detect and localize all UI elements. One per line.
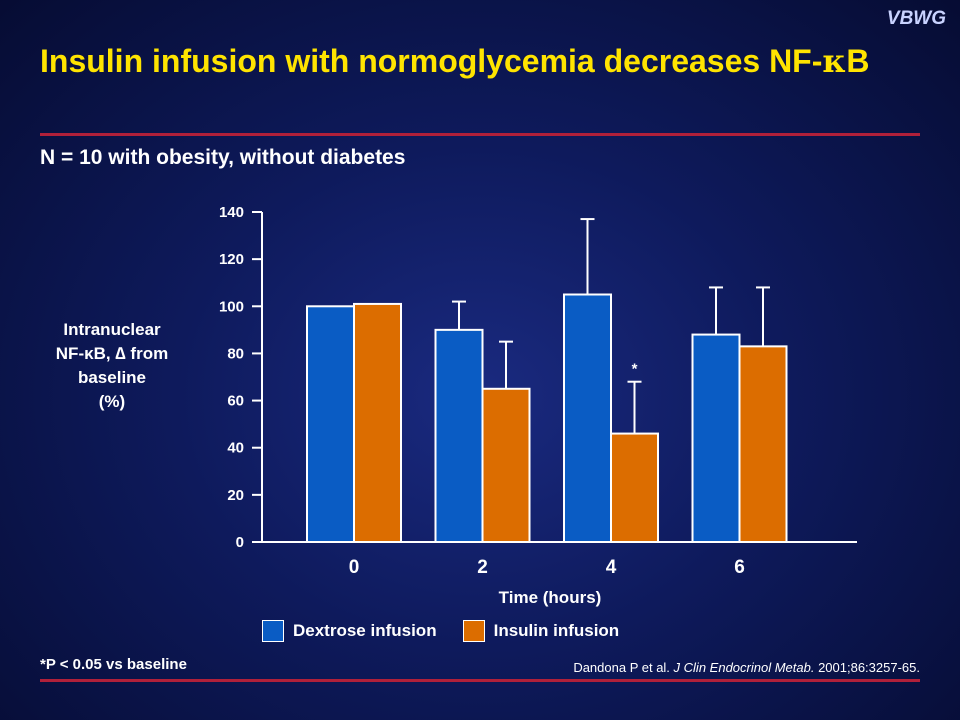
y-tick-label: 120: [219, 251, 244, 268]
x-tick-label: 2: [477, 557, 488, 578]
x-axis-label: Time (hours): [498, 588, 602, 607]
bar: [691, 333, 741, 544]
y-tick-label: 20: [227, 487, 244, 504]
y-axis-label-line: (%): [98, 392, 126, 411]
legend-label-dextrose: Dextrose infusion: [293, 621, 437, 640]
legend-swatch-dextrose: [262, 620, 284, 642]
subtitle: N = 10 with obesity, without diabetes: [40, 146, 406, 169]
y-tick-label: 0: [236, 534, 244, 551]
bar: [563, 293, 612, 543]
x-tick-label: 0: [349, 557, 360, 578]
slide-title: Insulin infusion with normoglycemia decr…: [40, 40, 920, 82]
title-kappa: κ: [822, 42, 847, 80]
legend: Dextrose infusion Insulin infusion: [262, 620, 645, 642]
bar: [610, 432, 659, 544]
bar: [353, 302, 402, 543]
y-tick-label: 60: [227, 393, 244, 410]
y-axis-label-line: Intranuclear: [63, 320, 161, 339]
footnote: *P < 0.05 vs baseline: [40, 656, 187, 673]
brand-logo: VBWG: [886, 8, 946, 29]
bar: [306, 305, 355, 543]
y-axis-label: Intranuclear NF-κB, ∆ from baseline (%): [32, 318, 192, 414]
y-tick-label: 140: [219, 204, 244, 221]
x-tick-label: 6: [734, 557, 745, 578]
y-tick-label: 100: [219, 298, 244, 315]
legend-item-dextrose: Dextrose infusion: [262, 620, 437, 642]
citation: Dandona P et al. J Clin Endocrinol Metab…: [573, 660, 920, 675]
citation-journal: J Clin Endocrinol Metab.: [673, 660, 815, 675]
citation-details: 2001;86:3257-65.: [814, 660, 920, 675]
bar: [434, 328, 484, 543]
x-tick-label: 4: [606, 557, 617, 578]
legend-swatch-insulin: [462, 620, 485, 642]
y-axis-label-line: baseline: [77, 368, 147, 387]
citation-authors: Dandona P et al.: [573, 660, 674, 675]
bottom-divider: [40, 679, 920, 682]
y-axis-label-line: NF-κB, ∆ from: [55, 344, 169, 363]
legend-label-insulin: Insulin infusion: [493, 621, 620, 640]
legend-item-insulin: Insulin infusion: [462, 620, 620, 642]
bar: [481, 387, 531, 543]
title-end: B: [846, 43, 870, 79]
y-tick-label: 40: [227, 440, 244, 457]
title-text: Insulin infusion with normoglycemia decr…: [40, 43, 823, 79]
title-divider: [40, 133, 920, 136]
significance-marker: *: [632, 361, 638, 378]
y-tick-label: 80: [227, 345, 244, 362]
bar: [738, 345, 788, 543]
